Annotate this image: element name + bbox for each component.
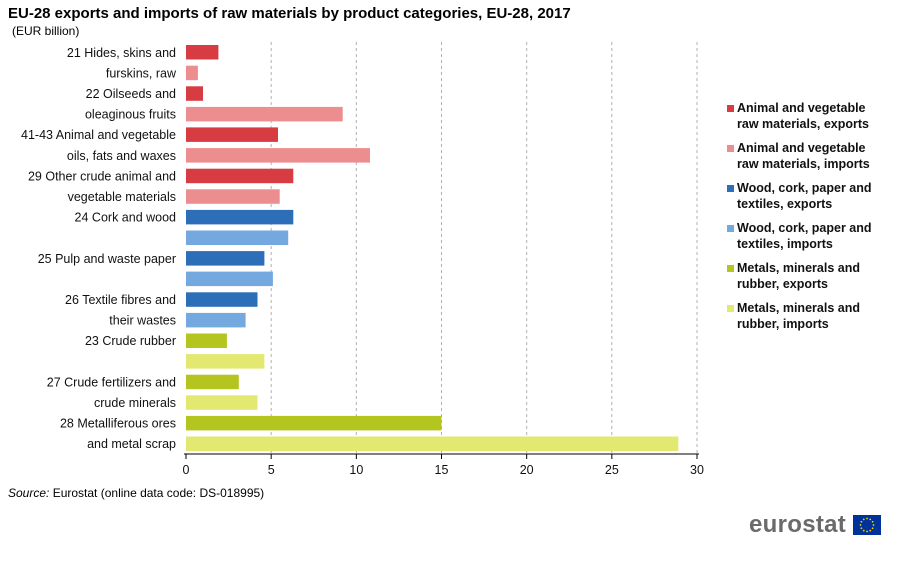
legend-swatch-5 bbox=[727, 305, 734, 312]
category-label-13: their wastes bbox=[109, 314, 176, 328]
x-tick-label-3: 15 bbox=[435, 463, 449, 477]
legend-item-2: Wood, cork, paper and textiles, exports bbox=[727, 180, 897, 220]
category-label-6: 29 Other crude animal and bbox=[28, 169, 176, 183]
category-label-7: vegetable materials bbox=[68, 190, 176, 204]
flag-star bbox=[860, 527, 863, 530]
category-label-19: and metal scrap bbox=[87, 437, 176, 451]
category-label-8: 24 Cork and wood bbox=[75, 211, 177, 225]
x-tick-label-1: 5 bbox=[268, 463, 275, 477]
category-label-16: 27 Crude fertilizers and bbox=[47, 375, 176, 389]
category-label-10: 25 Pulp and waste paper bbox=[38, 252, 176, 266]
legend-label-4: Metals, minerals and rubber, exports bbox=[737, 261, 860, 291]
legend-swatch-2 bbox=[727, 185, 734, 192]
flag-star bbox=[862, 518, 865, 521]
flag-star bbox=[866, 517, 868, 520]
bar-6 bbox=[186, 168, 294, 184]
flag-star bbox=[871, 527, 874, 530]
category-label-12: 26 Textile fibres and bbox=[65, 293, 176, 307]
legend-item-5: Metals, minerals and rubber, imports bbox=[727, 300, 897, 340]
source-note: Source: Eurostat (online data code: DS-0… bbox=[8, 486, 264, 500]
category-label-4: 41-43 Animal and vegetable bbox=[21, 128, 176, 142]
flag-star bbox=[869, 529, 872, 532]
chart-unit: (EUR billion) bbox=[12, 24, 80, 38]
legend-label-3: Wood, cork, paper and textiles, imports bbox=[737, 221, 872, 251]
bar-10 bbox=[186, 251, 265, 266]
bar-0 bbox=[186, 45, 219, 60]
legend-swatch-3 bbox=[727, 225, 734, 232]
bar-17 bbox=[186, 395, 258, 410]
bar-9 bbox=[186, 230, 289, 245]
bar-18 bbox=[186, 415, 442, 431]
legend-swatch-4 bbox=[727, 265, 734, 272]
legend-item-4: Metals, minerals and rubber, exports bbox=[727, 260, 897, 300]
category-label-2: 22 Oilseeds and bbox=[86, 87, 176, 101]
legend-item-1: Animal and vegetable raw materials, impor… bbox=[727, 140, 897, 180]
legend-label-2: Wood, cork, paper and textiles, exports bbox=[737, 181, 872, 211]
flag-star bbox=[872, 524, 875, 526]
flag-star bbox=[860, 520, 863, 523]
flag-star bbox=[866, 530, 868, 533]
x-tick-label-2: 10 bbox=[349, 463, 363, 477]
bar-4 bbox=[186, 127, 278, 142]
category-label-18: 28 Metalliferous ores bbox=[60, 417, 176, 431]
bar-14 bbox=[186, 333, 227, 348]
x-tick-label-4: 20 bbox=[520, 463, 534, 477]
source-label: Source: bbox=[8, 486, 50, 500]
category-label-1: furskins, raw bbox=[106, 66, 177, 80]
brand-name: eurostat bbox=[749, 511, 847, 538]
bar-11 bbox=[186, 271, 273, 287]
chart-legend: Animal and vegetable raw materials, expor… bbox=[727, 100, 897, 340]
legend-swatch-0 bbox=[727, 105, 734, 112]
category-label-3: oleaginous fruits bbox=[85, 108, 176, 122]
bar-8 bbox=[186, 209, 294, 225]
x-tick-label-0: 0 bbox=[183, 463, 190, 477]
x-tick-label-6: 30 bbox=[690, 463, 704, 477]
bar-5 bbox=[186, 148, 370, 163]
chart-title: EU-28 exports and imports of raw materia… bbox=[8, 5, 571, 22]
bar-3 bbox=[186, 106, 343, 122]
legend-item-3: Wood, cork, paper and textiles, imports bbox=[727, 220, 897, 260]
bar-7 bbox=[186, 189, 280, 204]
x-tick-label-5: 25 bbox=[605, 463, 619, 477]
flag-star bbox=[871, 520, 874, 523]
flag-star bbox=[869, 518, 872, 521]
bar-16 bbox=[186, 374, 239, 390]
eu-flag-icon bbox=[853, 515, 881, 535]
category-label-5: oils, fats and waxes bbox=[67, 149, 176, 163]
bar-2 bbox=[186, 86, 203, 101]
legend-label-0: Animal and vegetable raw materials, expor… bbox=[737, 101, 870, 131]
bar-1 bbox=[186, 65, 198, 81]
source-text: Eurostat (online data code: DS-018995) bbox=[52, 486, 265, 500]
flag-star bbox=[862, 529, 865, 532]
bar-12 bbox=[186, 292, 258, 307]
bar-13 bbox=[186, 312, 246, 328]
legend-swatch-1 bbox=[727, 145, 734, 152]
bar-15 bbox=[186, 354, 265, 369]
legend-label-5: Metals, minerals and rubber, imports bbox=[737, 301, 860, 331]
category-label-17: crude minerals bbox=[94, 396, 176, 410]
category-label-0: 21 Hides, skins and bbox=[67, 46, 176, 60]
flag-star bbox=[859, 524, 862, 526]
legend-label-1: Animal and vegetable raw materials, impor… bbox=[737, 141, 870, 171]
legend-item-0: Animal and vegetable raw materials, expor… bbox=[727, 100, 897, 140]
bar-chart: 21 Hides, skins and furskins, raw 22 Oilse… bbox=[21, 42, 704, 477]
category-label-14: 23 Crude rubber bbox=[85, 334, 176, 348]
bar-19 bbox=[186, 436, 679, 451]
